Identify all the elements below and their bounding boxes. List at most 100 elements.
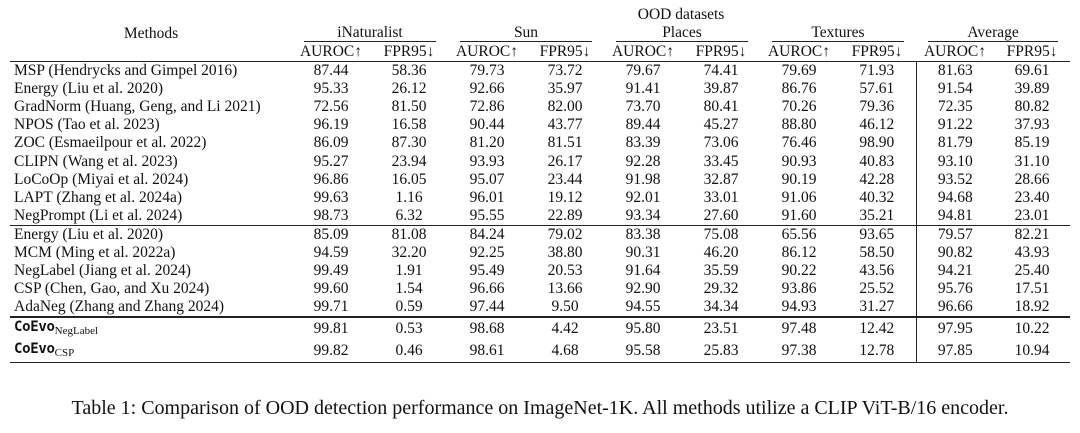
value-cell: 81.50: [391, 98, 427, 116]
value-cell: 96.19: [313, 116, 349, 134]
value-cell: 0.46: [370, 340, 448, 364]
value-cell: 58.36: [370, 61, 448, 81]
value-cell: 94.93: [781, 298, 817, 316]
value-cell: 27.60: [703, 206, 739, 224]
value-cell: 94.59: [313, 243, 349, 261]
value-cell: 16.05: [391, 170, 427, 188]
value-cell: 86.76: [781, 80, 817, 98]
table-row: LoCoOp (Miyai et al. 2024) 96.86 16.05 95.0…: [10, 170, 1070, 189]
value-cell: 46.12: [859, 116, 895, 134]
value-cell: 90.31: [625, 243, 661, 261]
table-row: NegPrompt (Li et al. 2024) 98.73 6.32 95.55…: [10, 206, 1070, 226]
value-cell: 81.51: [547, 134, 583, 152]
value-cell: 92.66: [469, 80, 505, 98]
value-cell: 85.09: [292, 224, 370, 244]
methods-header: Methods: [123, 24, 179, 42]
value-cell: 79.57: [915, 224, 994, 244]
dataset-header-inaturalist: iNaturalist: [292, 24, 448, 42]
value-cell: 71.93: [838, 61, 916, 81]
value-cell: 75.08: [682, 224, 760, 244]
results-table: Methods OOD datasets iNaturalist Sun Pla…: [10, 6, 1071, 364]
value-cell: 46.20: [703, 243, 739, 261]
metric-header: AUROC↑: [455, 42, 518, 60]
value-cell: 84.24: [448, 224, 526, 244]
value-cell: 10.22: [994, 316, 1071, 341]
table-row: Energy (Liu et al. 2020) 95.33 26.12 92.66 3…: [10, 80, 1070, 99]
table-row: CoEvoCSP 99.82 0.46 98.61 4.68 95.58 25.83 97.3…: [10, 340, 1071, 364]
value-cell: 93.65: [838, 224, 916, 244]
value-cell: 82.00: [547, 98, 583, 116]
value-cell: 90.22: [781, 262, 817, 280]
table-row: MSP (Hendrycks and Gimpel 2016) 87.44 58.3…: [10, 61, 1071, 81]
metric-header: FPR95↓: [383, 42, 435, 60]
metric-header: FPR95↓: [539, 42, 591, 60]
table-row: NPOS (Tao et al. 2023) 96.19 16.58 90.44 43.…: [10, 116, 1070, 135]
value-cell: 93.86: [781, 280, 817, 298]
value-cell: 93.34: [625, 206, 661, 224]
method-name-cell: MCM (Ming et al. 2022a): [14, 243, 176, 261]
value-cell: 23.44: [547, 170, 583, 188]
value-cell: 88.80: [781, 116, 817, 134]
method-name-cell: NegLabel (Jiang et al. 2024): [14, 262, 191, 280]
dataset-header-places: Places: [604, 24, 760, 42]
table-row: MCM (Ming et al. 2022a) 94.59 32.20 92.25 38…: [10, 243, 1070, 263]
value-cell: 85.19: [1014, 134, 1050, 152]
value-cell: 73.72: [526, 61, 604, 81]
value-cell: 43.93: [1014, 243, 1050, 261]
value-cell: 94.21: [915, 262, 994, 281]
value-cell: 80.82: [1014, 98, 1050, 116]
value-cell: 96.86: [313, 170, 349, 188]
metric-header: AUROC↑: [611, 42, 674, 60]
value-cell: 93.10: [915, 152, 994, 171]
method-name-cell: LoCoOp (Miyai et al. 2024): [14, 170, 189, 188]
value-cell: 10.94: [994, 340, 1071, 364]
value-cell: 72.86: [469, 98, 505, 116]
value-cell: 72.35: [915, 98, 994, 117]
value-cell: 90.82: [915, 243, 994, 263]
value-cell: 92.25: [469, 243, 505, 261]
value-cell: 25.52: [859, 280, 895, 298]
metric-header: FPR95↓: [695, 42, 747, 60]
value-cell: 97.38: [760, 340, 838, 364]
metric-header: FPR95↓: [1006, 42, 1058, 60]
value-cell: 1.91: [395, 262, 423, 280]
value-cell: 33.45: [703, 152, 739, 170]
value-cell: 17.51: [1014, 280, 1050, 298]
value-cell: 96.01: [469, 188, 505, 206]
value-cell: 79.73: [448, 61, 526, 81]
header-row-datasets: iNaturalist Sun Places Textures Average: [10, 24, 1070, 42]
table-row: AdaNeg (Zhang and Zhang 2024) 99.71 0.59 97…: [10, 298, 1070, 318]
value-cell: 26.12: [391, 80, 427, 98]
value-cell: 94.68: [915, 188, 994, 207]
value-cell: 99.49: [313, 262, 349, 280]
value-cell: 69.61: [994, 61, 1071, 81]
results-table-body: MSP (Hendrycks and Gimpel 2016) 87.44 58.3…: [10, 61, 1071, 364]
value-cell: 38.80: [547, 243, 583, 261]
method-name-cell: ZOC (Esmaeilpour et al. 2022): [14, 134, 207, 152]
value-cell: 91.64: [625, 262, 661, 280]
value-cell: 96.66: [915, 298, 994, 318]
value-cell: 43.56: [859, 262, 895, 280]
method-name-cell: Energy (Liu et al. 2020): [10, 224, 292, 244]
value-cell: 25.40: [1014, 262, 1050, 280]
value-cell: 12.78: [838, 340, 916, 364]
value-cell: 23.01: [1014, 206, 1050, 224]
value-cell: 12.42: [838, 316, 916, 341]
value-cell: 91.22: [915, 116, 994, 135]
value-cell: 99.63: [313, 188, 349, 206]
value-cell: 91.06: [781, 188, 817, 206]
table-row: CSP (Chen, Gao, and Xu 2024) 99.60 1.54 96.…: [10, 280, 1070, 299]
metric-header: FPR95↓: [851, 42, 903, 60]
value-cell: 95.58: [604, 340, 682, 364]
value-cell: 18.92: [1014, 298, 1050, 316]
value-cell: 19.12: [547, 188, 583, 206]
method-name-cell: CSP (Chen, Gao, and Xu 2024): [14, 280, 210, 298]
value-cell: 87.30: [391, 134, 427, 152]
value-cell: 0.59: [395, 298, 423, 316]
value-cell: 6.32: [395, 206, 423, 224]
method-name-cell: GradNorm (Huang, Geng, and Li 2021): [14, 98, 261, 116]
value-cell: 98.68: [448, 316, 526, 341]
results-table-container: Methods OOD datasets iNaturalist Sun Pla…: [10, 6, 1071, 364]
table-row: NegLabel (Jiang et al. 2024) 99.49 1.91 95.…: [10, 262, 1070, 281]
table-row: ZOC (Esmaeilpour et al. 2022) 86.09 87.30 8…: [10, 134, 1070, 153]
